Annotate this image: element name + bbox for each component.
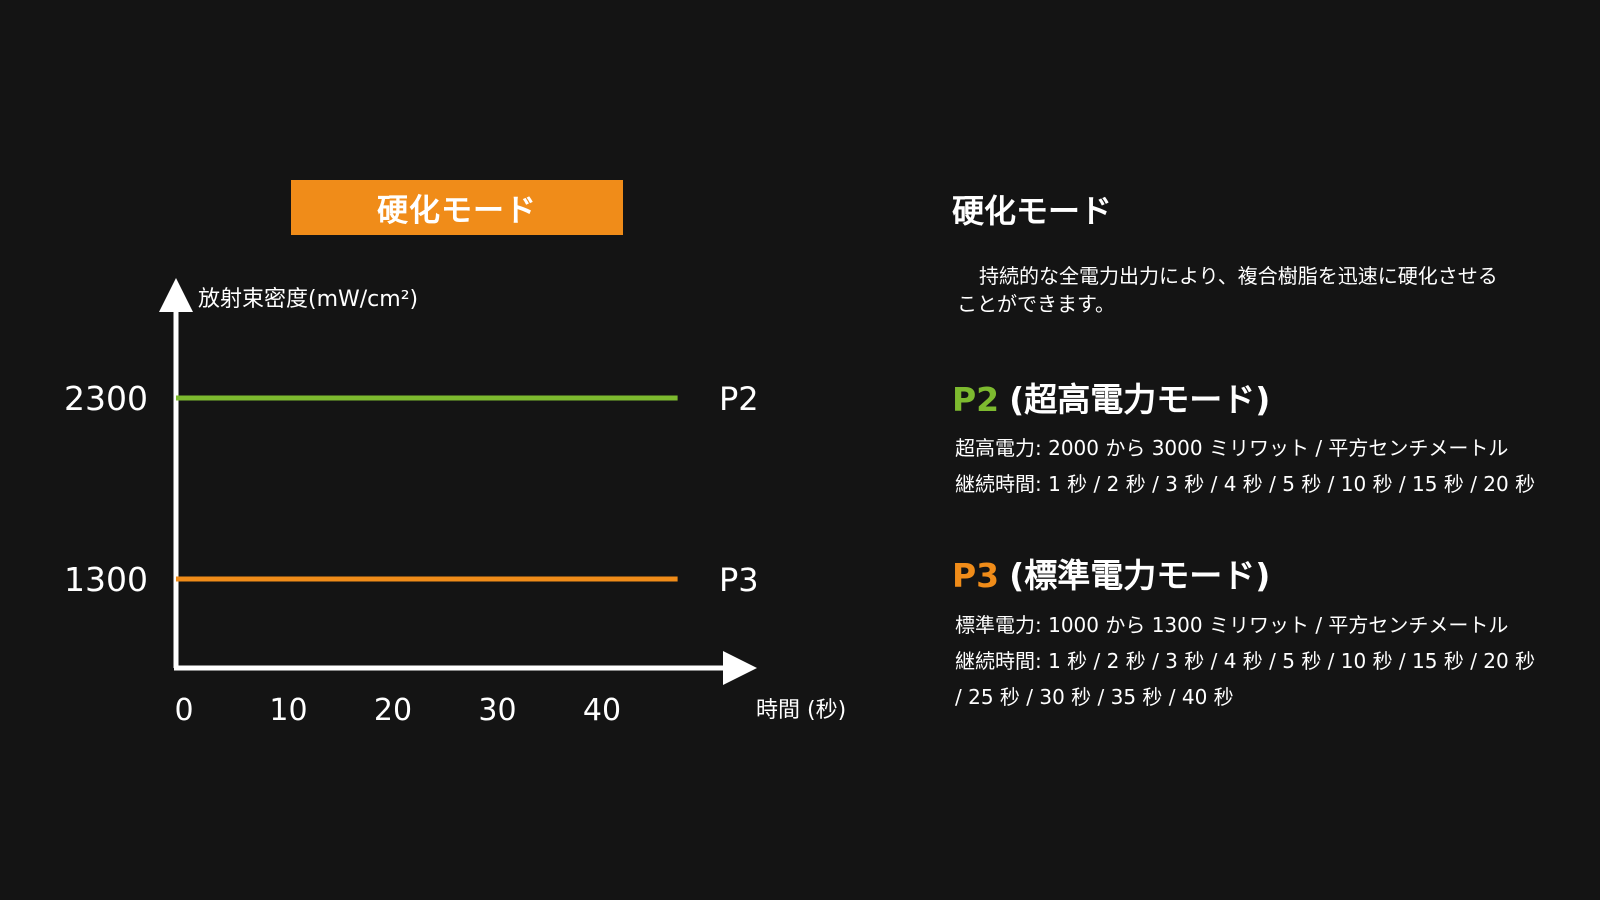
- p2-duration-spec: 継続時間: 1 秒 / 2 秒 / 3 秒 / 4 秒 / 5 秒 / 10 秒…: [955, 472, 1536, 496]
- y-axis-arrow: [159, 278, 193, 312]
- y-axis-title: 放射束密度(mW/cm²): [198, 287, 418, 312]
- p3-mode-name: (標準電力モード): [1009, 556, 1271, 595]
- chart-title-banner: 硬化モード: [291, 180, 623, 235]
- radiant-flux-chart: P2 P3 2300 1300 0 10 20 30 40 放射束密度(mW/cm²) 時間 (秒): [64, 278, 846, 728]
- p3-code: P3: [952, 556, 1000, 595]
- x-tick-label: 30: [478, 693, 516, 728]
- p3-power-spec: 標準電力: 1000 から 1300 ミリワット / 平方センチメートル: [955, 613, 1509, 637]
- p3-heading: P3 (標準電力モード): [952, 549, 1270, 597]
- p3-duration-spec: 継続時間: 1 秒 / 2 秒 / 3 秒 / 4 秒 / 5 秒 / 10 秒…: [955, 649, 1536, 709]
- x-tick-label: 0: [174, 693, 193, 728]
- panel-title: 硬化モード: [952, 192, 1113, 230]
- p2-code: P2: [952, 380, 1000, 419]
- panel-description: 持続的な全電力出力により、複合樹脂を迅速に硬化させることができます。: [957, 264, 1498, 316]
- p2-power-spec: 超高電力: 2000 から 3000 ミリワット / 平方センチメートル: [955, 436, 1509, 460]
- x-axis-arrow: [723, 651, 757, 685]
- x-tick-label: 20: [374, 693, 412, 728]
- chart-axes: [159, 278, 757, 685]
- series-label-p2: P2: [719, 380, 759, 418]
- series-label-p3: P3: [719, 561, 759, 599]
- p2-mode-name: (超高電力モード): [1009, 380, 1271, 419]
- x-tick-label: 10: [269, 693, 307, 728]
- p2-heading: P2 (超高電力モード): [952, 373, 1270, 421]
- x-axis-title: 時間 (秒): [756, 698, 846, 723]
- y-tick-label: 2300: [64, 379, 148, 418]
- chart-title: 硬化モード: [377, 193, 537, 229]
- chart-series: [176, 395, 678, 582]
- chart-labels: P2 P3 2300 1300 0 10 20 30 40 放射束密度(mW/cm²) 時間 (秒): [64, 287, 846, 728]
- y-tick-label: 1300: [64, 560, 148, 599]
- x-tick-label: 40: [583, 693, 621, 728]
